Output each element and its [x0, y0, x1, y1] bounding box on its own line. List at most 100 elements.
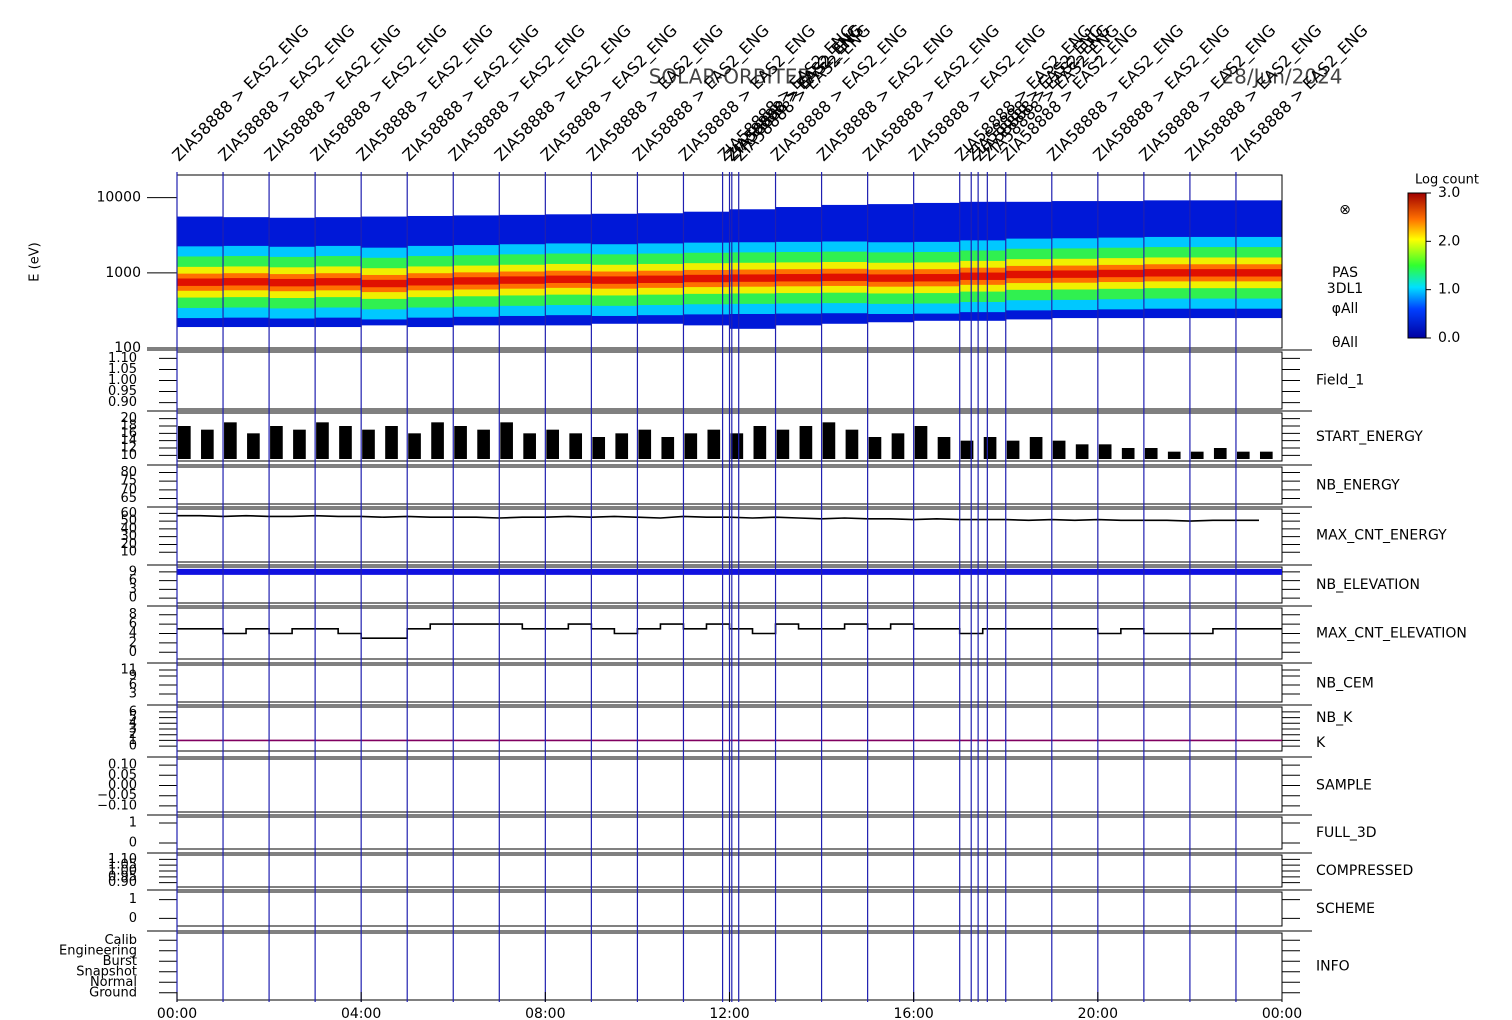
y-tick-label: −0.05 — [97, 788, 137, 803]
y-tick-label: 1 — [129, 816, 137, 831]
spectrum-peak — [315, 278, 362, 286]
x-tick-label: 12:00 — [709, 1006, 749, 1020]
spectrum-peak — [223, 278, 270, 286]
bar — [684, 433, 698, 459]
spectrum-peak — [1051, 270, 1099, 278]
colorbar-tick-label: 1.0 — [1438, 282, 1460, 298]
spectrum-peak — [453, 277, 500, 285]
y-tick-label: 18 — [120, 419, 137, 434]
y-tick-label: 1.00 — [108, 864, 137, 879]
y-tick-label: Engineering — [59, 943, 137, 958]
y-tick-label: 10 — [120, 448, 137, 463]
bar — [385, 426, 398, 459]
bar — [477, 429, 490, 459]
spectrogram-label: ⊗ — [1339, 202, 1351, 218]
spectrum-peak — [1235, 269, 1283, 277]
bar — [454, 426, 467, 459]
bar — [316, 422, 329, 459]
spectrum-peak — [361, 279, 408, 288]
bar — [1075, 444, 1089, 459]
spectrum-peak — [683, 274, 730, 283]
bar — [868, 437, 882, 459]
y-tick-label: 4 — [129, 626, 137, 641]
y-tick-label: Snapshot — [76, 964, 137, 979]
y-tick-label: 0 — [129, 739, 137, 754]
x-tick-label: 00:00 — [157, 1006, 197, 1020]
date: 28/Jun/2024 — [1221, 65, 1342, 89]
y-tick-label: 9 — [129, 669, 137, 684]
y-tick-label: 0.05 — [108, 768, 137, 783]
panel-label: MAX_CNT_ENERGY — [1316, 528, 1447, 544]
y-tick-label: 0.00 — [108, 778, 137, 793]
panel-label: MAX_CNT_ELEVATION — [1316, 626, 1467, 642]
bar — [1029, 437, 1043, 459]
bar — [914, 426, 928, 459]
y-tick-label: Burst — [103, 954, 137, 969]
y-tick-label: Normal — [90, 975, 137, 990]
y-tick-label: 1.10 — [108, 351, 137, 366]
bar — [1144, 448, 1158, 459]
bar — [546, 429, 559, 459]
bar — [1190, 451, 1204, 459]
colorbar-label: Log count — [1415, 173, 1479, 188]
colorbar-tick-label: 2.0 — [1438, 233, 1460, 249]
y-tick-label: 20 — [120, 411, 137, 426]
y-axis-label: E (eV) — [28, 242, 43, 281]
colorbar — [1407, 192, 1427, 339]
spectrum-peak — [867, 274, 915, 282]
y-tick-label: 2 — [129, 727, 137, 742]
colorbar-tick-label: 0.0 — [1438, 330, 1460, 346]
y-tick-label: 6 — [129, 678, 137, 693]
chart-title: SOLAR-ORBITER — [649, 65, 812, 89]
y-tick-label: 3 — [129, 687, 137, 702]
spectrum-peak — [269, 278, 316, 287]
y-tick-label: 50 — [120, 514, 137, 529]
bar — [431, 422, 444, 459]
y-tick-label: 6 — [129, 704, 137, 719]
bar — [845, 429, 859, 459]
spectrum-peak — [1005, 270, 1053, 279]
panel-label: NB_K — [1316, 710, 1353, 726]
bar — [799, 426, 813, 459]
bar — [776, 429, 790, 459]
spectrum-peak — [591, 276, 638, 284]
spectrum-peak — [1189, 269, 1237, 277]
bar — [937, 437, 951, 459]
spectrum-peak — [407, 278, 454, 286]
colorbar-tick-label: 3.0 — [1438, 185, 1460, 201]
y-tick-label: 1.10 — [108, 852, 137, 867]
y-tick-label: 6 — [129, 617, 137, 632]
y-tick-label: 1.05 — [108, 362, 137, 377]
x-tick-label: 04:00 — [341, 1006, 381, 1020]
bar — [615, 433, 629, 459]
spectrum-peak — [729, 274, 777, 282]
spectrogram-label: PAS — [1332, 265, 1358, 281]
y-tick-label: 75 — [120, 474, 137, 489]
y-tick-label: 0 — [129, 836, 137, 851]
spectrum-peak — [821, 273, 869, 282]
panel-label: COMPRESSED — [1316, 863, 1413, 879]
bar — [224, 422, 237, 459]
y-tick-label: 10 — [120, 545, 137, 560]
bar — [822, 422, 836, 459]
bar — [592, 437, 606, 459]
y-tick-label: Calib — [104, 933, 137, 948]
bar — [638, 429, 652, 459]
bar — [178, 426, 191, 459]
panel-label: K — [1316, 735, 1326, 751]
bar — [1259, 451, 1273, 459]
spectrum-peak — [1097, 269, 1145, 278]
spectrogram-label: θAll — [1332, 335, 1358, 351]
spectrum-peak — [959, 272, 1007, 280]
y-tick-label: 5 — [129, 710, 137, 725]
spectrogram-label: φAll — [1332, 301, 1359, 317]
panel-label: NB_CEM — [1316, 676, 1374, 692]
y-tick-label: 1 — [129, 892, 137, 907]
y-tick-label: 6 — [129, 573, 137, 588]
bar — [1052, 440, 1066, 459]
spectrum-peak — [913, 274, 961, 282]
bar — [293, 429, 306, 459]
y-tick-label: 0.95 — [108, 869, 137, 884]
y-tick-label: 11 — [120, 663, 137, 678]
